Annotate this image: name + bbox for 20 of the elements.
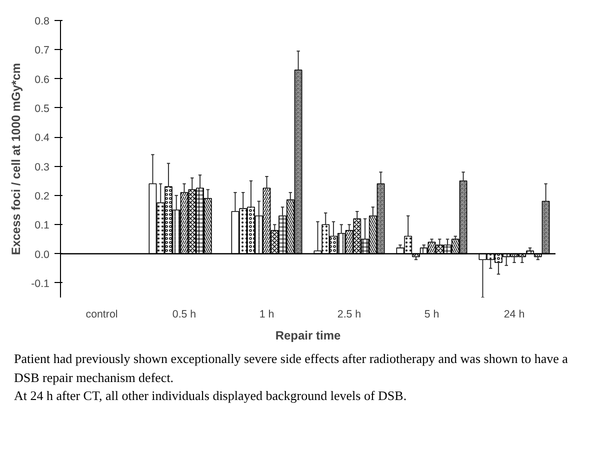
y-tick-label: -0.1 — [31, 278, 50, 290]
x-axis-title: Repair time — [275, 328, 342, 342]
x-tick-label: 0.5 h — [172, 308, 196, 320]
y-tick-label: 0.8 — [34, 16, 50, 28]
x-tick-label: control — [86, 308, 118, 320]
y-tick-label: 0.3 — [34, 161, 50, 174]
y-tick-label: 0.5 — [34, 102, 50, 115]
y-tick-label: 0.4 — [34, 132, 50, 144]
text: Patient had previously shown exceptionally severe side effects after radiotherapy and was shown to have a DSB repair mechanism defect. — [14, 351, 568, 385]
text: At 24 h after CT, all other individuals displayed background levels of DSB. — [14, 388, 407, 404]
y-tick-label: 0.0 — [34, 248, 50, 261]
x-tick-label: 24 h — [504, 308, 525, 320]
x-tick-label: 2.5 h — [337, 308, 362, 320]
y-axis-title: Excess foci / cell at 1000 mGy*cm — [9, 62, 24, 256]
y-tick-label: 0.7 — [34, 44, 50, 57]
y-tick-label: 0.2 — [34, 190, 50, 202]
y-tick-label: 0.1 — [34, 220, 50, 232]
y-tick-label: 0.6 — [34, 74, 50, 86]
x-tick-label: 1 h — [259, 308, 274, 320]
x-tick-label: 5 h — [424, 308, 440, 320]
